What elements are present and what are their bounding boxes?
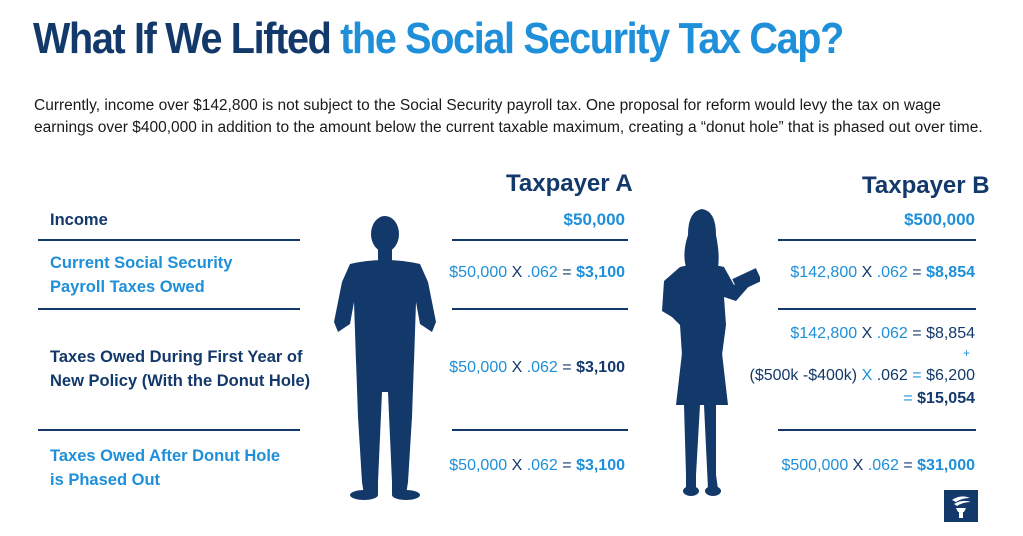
- divider: [778, 239, 976, 241]
- row-label-current: Current Social Security Payroll Taxes Ow…: [50, 254, 233, 296]
- divider: [38, 429, 300, 431]
- torch-logo-icon: [944, 490, 978, 522]
- intro-text: Currently, income over $142,800 is not s…: [34, 97, 983, 136]
- divider: [778, 308, 976, 310]
- taxpayer-b-current-calc: $142,800 X .062 = $8,854: [790, 264, 975, 281]
- man-silhouette-icon: [334, 216, 436, 500]
- divider: [778, 429, 976, 431]
- row-label-income: Income: [50, 211, 108, 229]
- taxpayer-b-first-year-line1: $142,800 X .062 = $8,854: [790, 325, 975, 342]
- taxpayer-a-header: Taxpayer A: [506, 170, 633, 197]
- taxpayer-b-header: Taxpayer B: [862, 172, 990, 199]
- taxpayer-a-income: $50,000: [563, 210, 625, 229]
- row-label-first-year: Taxes Owed During First Year of New Poli…: [50, 348, 311, 390]
- woman-with-tablet-silhouette-icon: [662, 209, 760, 496]
- divider: [452, 429, 628, 431]
- divider: [452, 308, 628, 310]
- plus-sign: +: [962, 346, 970, 360]
- taxpayer-b-first-year-line2: ($500k -$400k) X .062 = $6,200: [749, 367, 976, 384]
- taxpayer-a-current-calc: $50,000 X .062 = $3,100: [449, 264, 625, 281]
- divider: [38, 239, 300, 241]
- divider: [38, 308, 300, 310]
- taxpayer-a-first-year-calc: $50,000 X .062 = $3,100: [449, 359, 625, 376]
- taxpayer-b-after-calc: $500,000 X .062 = $31,000: [781, 457, 975, 474]
- taxpayer-b-income: $500,000: [904, 210, 975, 229]
- divider: [452, 239, 628, 241]
- row-label-after: Taxes Owed After Donut Hole is Phased Ou…: [50, 447, 281, 489]
- taxpayer-b-first-year-total: = $15,054: [903, 390, 975, 407]
- taxpayer-a-after-calc: $50,000 X .062 = $3,100: [449, 457, 625, 474]
- page-title: What If We Lifted the Social Security Ta…: [33, 14, 844, 63]
